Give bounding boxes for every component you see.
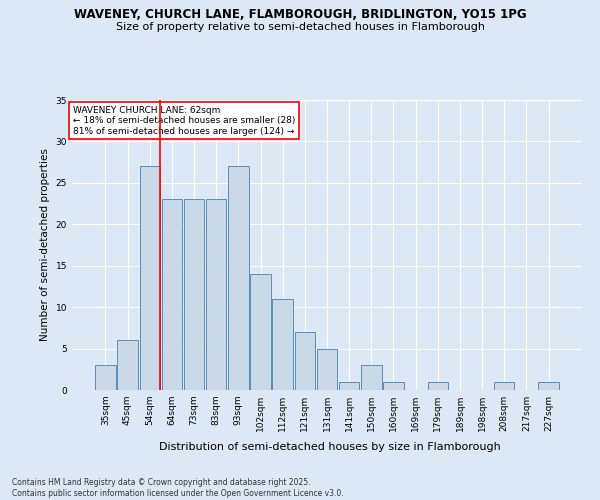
Bar (118, 340, 138, 390)
Text: WAVENEY CHURCH LANE: 62sqm
← 18% of semi-detached houses are smaller (28)
81% of: WAVENEY CHURCH LANE: 62sqm ← 18% of semi… (73, 106, 295, 136)
Bar (272, 299, 293, 390)
Bar (161, 200, 182, 390)
Bar (317, 348, 337, 390)
Bar (206, 200, 226, 390)
Bar (250, 274, 271, 390)
Text: Size of property relative to semi-detached houses in Flamborough: Size of property relative to semi-detach… (115, 22, 485, 32)
Bar (228, 166, 248, 390)
Y-axis label: Number of semi-detached properties: Number of semi-detached properties (40, 148, 50, 342)
Bar (295, 332, 315, 390)
Bar (428, 382, 448, 390)
Text: WAVENEY, CHURCH LANE, FLAMBOROUGH, BRIDLINGTON, YO15 1PG: WAVENEY, CHURCH LANE, FLAMBOROUGH, BRIDL… (74, 8, 526, 20)
Bar (95, 365, 116, 390)
Bar (339, 382, 359, 390)
Text: Distribution of semi-detached houses by size in Flamborough: Distribution of semi-detached houses by … (159, 442, 501, 452)
Bar (494, 382, 514, 390)
Bar (140, 166, 160, 390)
Text: Contains HM Land Registry data © Crown copyright and database right 2025.
Contai: Contains HM Land Registry data © Crown c… (12, 478, 344, 498)
Bar (361, 365, 382, 390)
Bar (184, 200, 204, 390)
Bar (383, 382, 404, 390)
Bar (538, 382, 559, 390)
